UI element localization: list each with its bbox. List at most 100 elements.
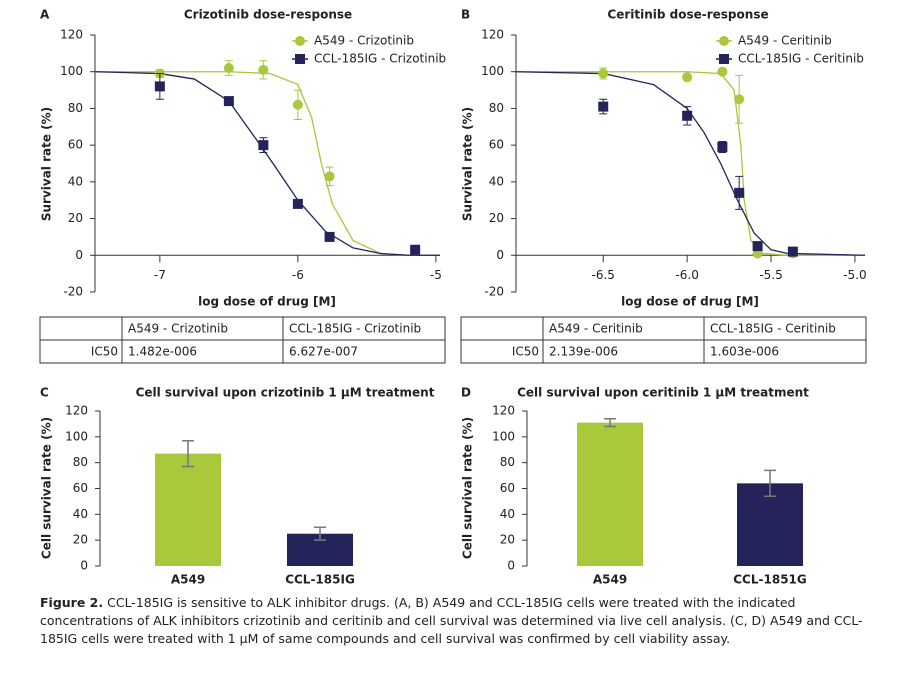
panel-letter: A (40, 8, 50, 22)
y-tick-label: 40 (500, 507, 515, 521)
y-tick-label: 120 (65, 404, 88, 418)
error-bar (604, 418, 616, 428)
data-point (752, 241, 763, 252)
data-point (787, 246, 798, 257)
y-tick-label: -20 (63, 285, 83, 299)
chart-title: Cell survival upon crizotinib 1 µM treat… (136, 386, 435, 400)
error-bar (764, 469, 776, 497)
y-axis-title: Cell survival rate (%) (461, 417, 475, 559)
x-tick-label: -6.0 (675, 268, 698, 282)
fit-curve (94, 71, 440, 256)
table-cell: 1.482e-006 (128, 345, 197, 359)
y-tick-label: -20 (484, 285, 504, 299)
x-tick-label: CCL-185IG (285, 573, 355, 587)
table-header: A549 - Ceritinib (549, 322, 643, 336)
y-tick-label: 60 (500, 481, 515, 495)
table-header: CCL-185IG - Ceritinib (710, 322, 836, 336)
table-cell: 1.603e-006 (710, 345, 779, 359)
chart-title: Crizotinib dose-response (184, 8, 352, 22)
y-tick-label: 20 (500, 533, 515, 547)
y-tick-label: 80 (489, 101, 504, 115)
data-point (598, 68, 609, 79)
y-tick-label: 0 (496, 248, 504, 262)
data-point (682, 72, 693, 83)
table-row-label: IC50 (512, 345, 539, 359)
table-cell: 2.139e-006 (549, 345, 618, 359)
y-tick-label: 60 (73, 481, 88, 495)
x-tick-label: A549 (171, 573, 205, 587)
fit-curve (95, 71, 440, 256)
table-header: A549 - Crizotinib (128, 322, 228, 336)
table-row-label: IC50 (91, 345, 118, 359)
y-tick-label: 20 (73, 533, 88, 547)
data-point (734, 94, 745, 105)
data-point (717, 66, 728, 77)
y-tick-label: 40 (73, 507, 88, 521)
y-tick-label: 120 (481, 28, 504, 42)
fit-curve (516, 71, 865, 256)
y-tick-label: 120 (60, 28, 83, 42)
caption: Figure 2. CCL-185IG is sensitive to ALK … (40, 594, 875, 648)
data-point (734, 187, 745, 198)
data-point (598, 101, 609, 112)
y-tick-label: 20 (68, 211, 83, 225)
data-point (292, 99, 303, 110)
data-point (292, 198, 303, 209)
y-tick-label: 100 (65, 429, 88, 443)
error-bar (182, 439, 194, 468)
chart-title: Cell survival upon ceritinib 1 µM treatm… (517, 386, 809, 400)
x-tick-label: -5.0 (843, 268, 866, 282)
data-point (258, 64, 269, 75)
error-bar (314, 526, 326, 541)
x-axis-title: log dose of drug [M] (621, 295, 759, 309)
y-tick-label: 120 (492, 404, 515, 418)
y-tick-label: 80 (500, 455, 515, 469)
y-tick-label: 80 (73, 455, 88, 469)
y-axis-title: Survival rate (%) (461, 107, 475, 221)
y-tick-label: 60 (489, 138, 504, 152)
data-point (324, 231, 335, 242)
data-point (410, 244, 421, 255)
x-tick-label: A549 (593, 573, 627, 587)
fit-curve (515, 71, 866, 256)
y-tick-label: 100 (481, 64, 504, 78)
bar (577, 422, 643, 566)
bar (155, 453, 221, 566)
y-tick-label: 40 (68, 174, 83, 188)
legend-marker (719, 36, 729, 46)
bar (737, 483, 803, 566)
y-tick-label: 0 (507, 559, 515, 573)
x-tick-label: -6 (292, 268, 304, 282)
figure: A Crizotinib dose-response Survival rate (… (39, 8, 867, 587)
legend-marker (295, 36, 305, 46)
legend-marker (719, 54, 729, 64)
legend-label: A549 - Ceritinib (738, 34, 832, 48)
x-tick-label: -5 (430, 268, 442, 282)
y-tick-label: 100 (492, 429, 515, 443)
legend-label: A549 - Crizotinib (314, 34, 414, 48)
chart-title: Ceritinib dose-response (607, 8, 768, 22)
x-tick-label: -6.5 (592, 268, 615, 282)
x-tick-label: -5.5 (759, 268, 782, 282)
y-tick-label: 20 (489, 211, 504, 225)
table-header: CCL-185IG - Crizotinib (289, 322, 421, 336)
data-point (717, 141, 728, 152)
legend-label: CCL-185IG - Crizotinib (314, 52, 446, 66)
panel-letter: D (461, 386, 471, 400)
y-tick-label: 40 (489, 174, 504, 188)
legend-marker (295, 54, 305, 64)
data-point (154, 81, 165, 92)
data-point (223, 96, 234, 107)
caption-text: CCL-185IG is sensitive to ALK inhibitor … (40, 595, 863, 646)
y-tick-label: 60 (68, 138, 83, 152)
table-cell: 6.627e-007 (289, 345, 358, 359)
x-tick-label: CCL-1851G (733, 573, 807, 587)
data-point (223, 63, 234, 74)
panel-letter: C (40, 386, 49, 400)
panel-letter: B (461, 8, 470, 22)
data-point (258, 140, 269, 151)
y-tick-label: 0 (75, 248, 83, 262)
y-tick-label: 0 (80, 559, 88, 573)
y-axis-title: Survival rate (%) (40, 107, 54, 221)
